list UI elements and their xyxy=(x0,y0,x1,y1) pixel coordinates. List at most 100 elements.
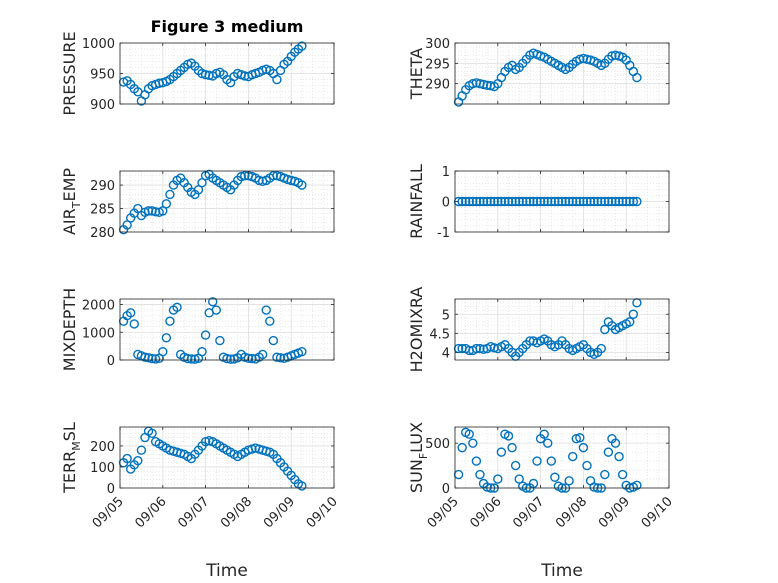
y-axis-label: THETA xyxy=(407,48,426,100)
data-point xyxy=(575,433,585,443)
subplot-terr_msl: 0 100 200 09/05 09/06 09/07 09/08 09/09 09/10 TER… xyxy=(60,422,341,581)
data-point xyxy=(464,196,474,207)
data-point xyxy=(186,354,197,364)
data-point xyxy=(471,343,482,354)
data-point xyxy=(482,80,492,90)
data-point xyxy=(582,196,592,207)
y-tick-label: 280 xyxy=(90,226,115,241)
data-point xyxy=(275,353,286,363)
y-tick-label: 500 xyxy=(425,437,450,452)
data-point xyxy=(632,72,642,83)
data-point xyxy=(243,353,254,364)
data-point xyxy=(297,180,307,190)
x-tick-label: 09/06 xyxy=(468,494,505,531)
data-point xyxy=(596,196,606,207)
data-point xyxy=(240,71,250,81)
data-point xyxy=(482,196,492,207)
y-tick-label: 1 xyxy=(442,165,450,180)
data-point xyxy=(475,469,485,480)
y-tick-label: 290 xyxy=(425,78,450,93)
data-point xyxy=(546,196,556,207)
data-point xyxy=(297,481,307,491)
data-point xyxy=(165,189,175,200)
data-point xyxy=(589,196,599,207)
x-tick-label: 09/08 xyxy=(553,494,590,531)
data-point xyxy=(453,196,464,207)
y-tick-label: 1000 xyxy=(82,326,115,341)
data-point xyxy=(521,196,532,207)
x-axis-label: Time xyxy=(540,561,583,581)
data-point xyxy=(215,335,225,346)
data-point xyxy=(161,333,172,343)
data-point xyxy=(200,70,211,80)
data-point xyxy=(625,196,635,207)
data-point xyxy=(607,51,617,61)
data-point xyxy=(261,305,271,315)
y-tick-label: 4.5 xyxy=(429,327,450,342)
data-point xyxy=(453,343,464,354)
data-point xyxy=(493,474,503,484)
y-tick-label: 0 xyxy=(442,196,450,211)
x-tick-label: 09/09 xyxy=(261,494,298,531)
x-tick-label: 09/09 xyxy=(596,494,633,531)
data-point xyxy=(589,482,599,492)
data-point xyxy=(268,170,279,181)
data-point xyxy=(172,302,182,313)
data-point xyxy=(222,353,232,364)
data-point xyxy=(489,196,499,207)
data-point xyxy=(211,305,222,315)
data-point xyxy=(197,346,207,357)
data-point xyxy=(600,469,610,480)
y-tick-label: 1000 xyxy=(82,37,115,52)
y-tick-label: 100 xyxy=(90,461,115,476)
data-point xyxy=(596,343,606,354)
data-point xyxy=(503,431,514,441)
data-point xyxy=(550,472,560,482)
data-point xyxy=(147,353,157,364)
data-point xyxy=(535,196,546,207)
data-point xyxy=(272,74,282,85)
data-point xyxy=(614,196,624,207)
data-point xyxy=(485,196,496,207)
data-point xyxy=(543,196,553,207)
data-point xyxy=(546,456,556,466)
data-point xyxy=(543,438,553,448)
x-axis-label: Time xyxy=(205,561,248,581)
x-tick-label: 09/10 xyxy=(304,494,341,531)
data-point xyxy=(165,316,175,326)
data-point xyxy=(603,447,614,457)
data-point xyxy=(257,349,268,360)
data-point xyxy=(503,196,514,207)
data-point xyxy=(614,451,624,462)
axes-box xyxy=(454,42,670,105)
data-point xyxy=(585,196,596,207)
data-point xyxy=(125,308,136,318)
y-axis-label: SUNFLUX xyxy=(407,422,430,493)
y-axis-label: RAINFALL xyxy=(407,164,426,239)
data-point xyxy=(575,54,585,64)
data-point xyxy=(514,474,524,484)
axes-box xyxy=(119,170,335,233)
data-point xyxy=(632,480,642,491)
data-point xyxy=(532,196,542,207)
data-point xyxy=(129,319,139,329)
y-tick-label: 0 xyxy=(107,354,115,369)
y-tick-label: 900 xyxy=(90,98,115,113)
data-point xyxy=(571,196,581,207)
data-point xyxy=(532,456,542,466)
data-point xyxy=(468,196,478,207)
data-point xyxy=(471,456,482,466)
data-point xyxy=(514,196,524,207)
subplot-air_temp: 280 285 290 AIRTEMP xyxy=(60,168,335,241)
data-point xyxy=(161,199,172,209)
data-point xyxy=(592,196,603,207)
data-point xyxy=(143,353,154,363)
data-point xyxy=(571,433,581,444)
data-point xyxy=(528,478,539,489)
y-axis-label: H2OMIXRA xyxy=(407,287,426,373)
data-point xyxy=(507,442,517,453)
data-point xyxy=(268,335,279,346)
data-point xyxy=(632,196,642,207)
